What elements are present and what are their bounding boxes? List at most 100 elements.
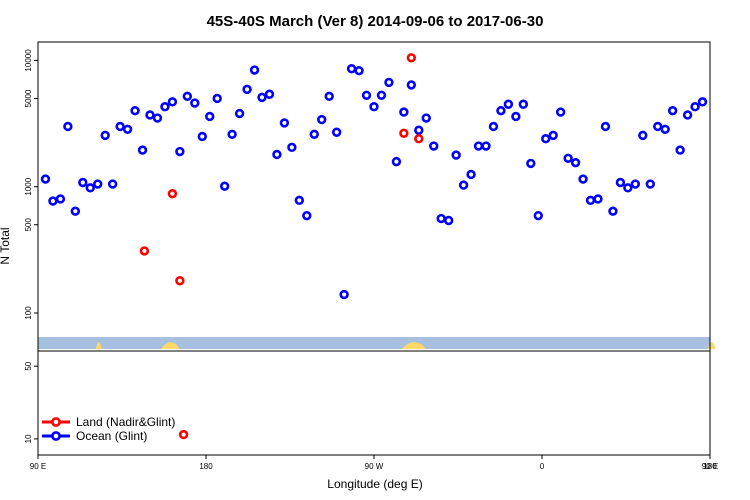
ocean-point [645,179,655,189]
ocean-point [227,129,237,140]
ocean-point [466,169,476,180]
ocean-point [331,127,342,137]
ocean-band [38,337,710,349]
ocean-point [414,125,424,135]
ocean-point [175,146,185,157]
ocean-point [70,206,81,216]
ocean-point [682,110,693,120]
legend-label: Ocean (Glint) [76,429,147,443]
ocean-point [212,93,222,104]
ocean-point [384,77,394,88]
ocean-point [145,110,155,120]
ocean-point [429,141,439,151]
ocean-point [85,183,95,193]
ocean-point [436,213,446,224]
ocean-point [578,174,588,184]
x-tick-label: 90 E [702,462,718,471]
ocean-point [190,98,200,108]
y-axis-title: N Total [0,227,12,264]
ocean-point [473,141,484,151]
ocean-point [346,64,357,74]
ocean-point [264,89,275,99]
ocean-point [152,113,163,123]
ocean-point [391,156,402,167]
x-axis-title: Longitude (deg E) [327,477,422,491]
land-point [414,134,424,144]
ocean-point [496,105,506,116]
ocean-point [451,150,461,160]
x-tick-label: 90 E [30,462,46,471]
land-point [399,128,409,138]
ocean-point [107,179,118,189]
ocean-point [182,91,193,102]
land-blob [95,342,102,349]
ocean-point [570,157,581,168]
ocean-point [137,145,148,155]
land-point [167,189,178,199]
y-tick-label: 500 [24,218,33,232]
ocean-point [197,131,207,142]
ocean-point [600,121,611,132]
ocean-point [376,90,387,100]
ocean-point [443,215,454,226]
ocean-point [93,179,103,189]
ocean-point [205,111,215,122]
y-tick-label: 100 [24,306,33,320]
x-tick-label: 90 W [365,462,384,471]
ocean-point [219,181,230,191]
ocean-point [555,107,566,117]
ocean-point [653,121,663,132]
land-point [139,246,150,256]
ocean-point [48,196,58,206]
y-tick-label: 5000 [24,89,33,107]
ocean-point [317,114,327,125]
ocean-point [481,141,491,151]
ocean-point [130,105,140,116]
ocean-point [623,183,633,193]
legend-marker [51,417,61,427]
ocean-point [667,105,678,116]
chart-title: 45S-40S March (Ver 8) 2014-09-06 to 2017… [207,13,544,30]
ocean-point [503,99,514,109]
y-tick-label: 50 [24,361,33,370]
ocean-point [100,130,110,141]
x-tick-label: 180 [703,462,717,471]
land-blob [161,342,180,349]
ocean-point [55,194,66,204]
ocean-point [548,130,558,141]
ocean-point [287,142,297,153]
ocean-point [122,124,133,134]
ocean-point [324,91,334,102]
ocean-point [511,111,521,122]
y-tick-label: 10 [24,434,33,443]
ocean-point [593,194,603,204]
ocean-point [638,130,648,141]
y-tick-label: 1000 [24,177,33,195]
ocean-point [533,210,543,221]
ocean-point [302,210,312,221]
ocean-point [421,113,431,123]
ocean-point [399,107,409,117]
ocean-point [518,99,529,109]
ocean-point [354,65,364,76]
ocean-point [249,65,260,75]
ocean-point [608,206,618,216]
ocean-point [294,195,305,206]
ocean-point [526,158,536,169]
upper-frame [37,41,711,352]
y-tick-label: 10000 [24,49,33,72]
ocean-point [272,149,282,160]
ocean-point [40,174,51,184]
ocean-point [361,90,372,100]
ocean-point [675,145,685,155]
ocean-point [160,102,170,112]
land-blob [402,342,427,349]
land-point [406,53,417,63]
ocean-point [257,92,267,103]
ocean-point [406,80,417,90]
ocean-point [242,84,252,95]
ocean-point [167,97,178,107]
legend-marker [51,431,61,441]
